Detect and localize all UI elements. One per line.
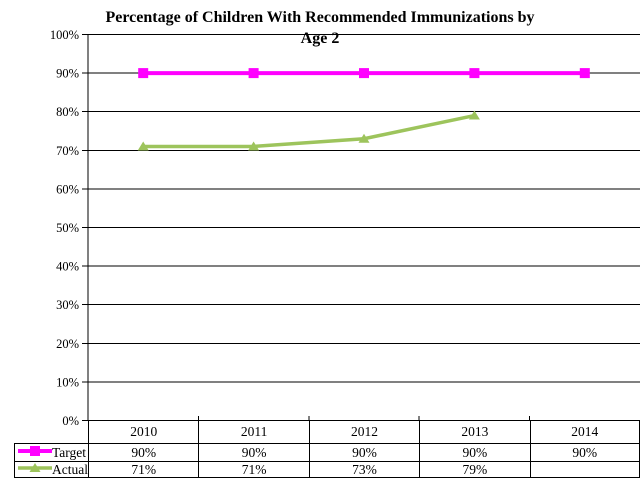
y-axis-label: 0% bbox=[62, 414, 79, 428]
table-cell-actual-2011: 71% bbox=[198, 461, 309, 478]
data-table: 2010 2011 2012 2013 2014 Target 90% 90% … bbox=[14, 421, 640, 478]
y-axis-label: 50% bbox=[56, 221, 79, 235]
y-axis-label: 10% bbox=[56, 375, 79, 389]
table-cell-target-2010: 90% bbox=[88, 443, 199, 461]
y-axis-label: 80% bbox=[56, 105, 79, 119]
actual-marker-triangle bbox=[468, 110, 480, 120]
legend-label-actual: Actual bbox=[52, 461, 88, 477]
x-axis-label-2014: 2014 bbox=[529, 421, 640, 443]
x-axis-label-2012: 2012 bbox=[308, 421, 419, 443]
target-marker-square bbox=[248, 68, 259, 79]
table-cell-target-2014: 90% bbox=[529, 443, 640, 461]
actual-marker-triangle bbox=[358, 133, 370, 143]
y-axis-label: 40% bbox=[56, 260, 79, 274]
target-marker-square bbox=[138, 68, 149, 79]
y-axis-label: 90% bbox=[56, 67, 79, 81]
target-marker-square bbox=[469, 68, 480, 79]
y-axis-label: 20% bbox=[56, 337, 79, 351]
legend-item-target: Target bbox=[14, 443, 88, 461]
actual-legend-key-icon bbox=[18, 462, 52, 477]
legend-label-target: Target bbox=[52, 444, 87, 460]
table-cell-target-2011: 90% bbox=[198, 443, 309, 461]
table-cell-actual-2013: 79% bbox=[419, 461, 530, 478]
y-axis-label: 60% bbox=[56, 182, 79, 196]
actual-series-line bbox=[143, 113, 475, 149]
x-axis-label-2013: 2013 bbox=[419, 421, 529, 443]
target-key-swatch bbox=[18, 445, 52, 456]
target-key-marker-square bbox=[30, 445, 40, 456]
target-marker-square bbox=[579, 68, 590, 79]
x-axis-label-2010: 2010 bbox=[88, 421, 198, 443]
target-marker-square bbox=[359, 68, 369, 79]
target-legend-key-icon bbox=[18, 445, 52, 461]
legend-item-actual: Actual bbox=[14, 461, 88, 478]
table-cell-target-2012: 90% bbox=[308, 443, 420, 461]
chart-title-line1: Percentage of Children With Recommended … bbox=[105, 9, 535, 26]
x-axis-label-2011: 2011 bbox=[198, 421, 308, 443]
y-axis-label: 30% bbox=[56, 298, 79, 312]
data-table-corner-cell bbox=[14, 421, 88, 443]
actual-marker-triangle bbox=[248, 141, 260, 151]
table-cell-actual-2010: 71% bbox=[88, 461, 199, 478]
y-axis-label: 100% bbox=[50, 28, 79, 42]
table-cell-actual-2012: 73% bbox=[308, 461, 420, 478]
table-cell-actual-2014 bbox=[529, 461, 640, 478]
y-axis-label: 70% bbox=[56, 144, 79, 158]
actual-key-marker-triangle bbox=[29, 462, 41, 472]
table-cell-target-2013: 90% bbox=[419, 443, 530, 461]
actual-marker-triangle bbox=[137, 141, 149, 151]
actual-key-swatch bbox=[18, 462, 52, 472]
